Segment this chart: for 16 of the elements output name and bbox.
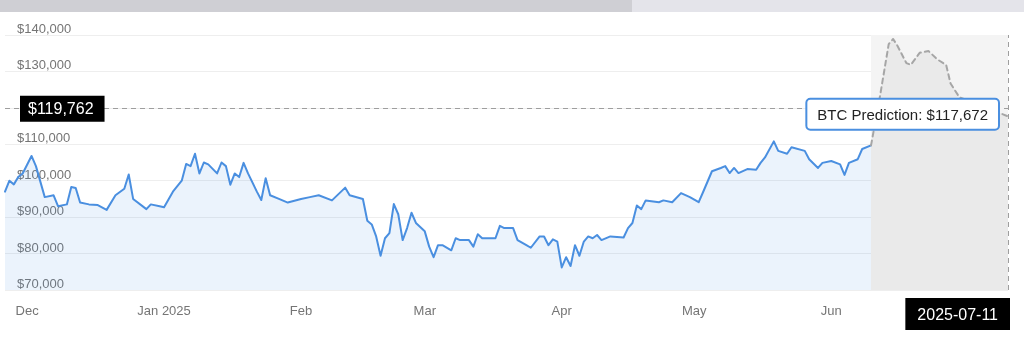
annotation: BTC Prediction: $117,672: [817, 105, 988, 123]
y-tick-label: $140,000: [17, 21, 72, 36]
y-tick-label: $130,000: [17, 57, 72, 73]
x-tick-label: Dec: [15, 303, 40, 318]
y-tick-label: $70,000: [17, 276, 64, 291]
ref-line-label: 2025-07-11: [917, 305, 999, 323]
y-tick-label: $90,000: [17, 203, 64, 219]
x-tick-label: May: [682, 303, 708, 318]
x-tick-label: Feb: [289, 303, 313, 318]
ref-line-label: $119,762: [28, 100, 94, 118]
x-tick-label: Apr: [551, 303, 573, 318]
y-tick-label: $80,000: [17, 239, 64, 255]
x-tick-label: Jan 2025: [137, 303, 191, 318]
x-tick-label: Mar: [413, 303, 437, 318]
y-tick-label: $110,000: [17, 130, 71, 146]
x-tick-label: Jun: [820, 303, 842, 318]
